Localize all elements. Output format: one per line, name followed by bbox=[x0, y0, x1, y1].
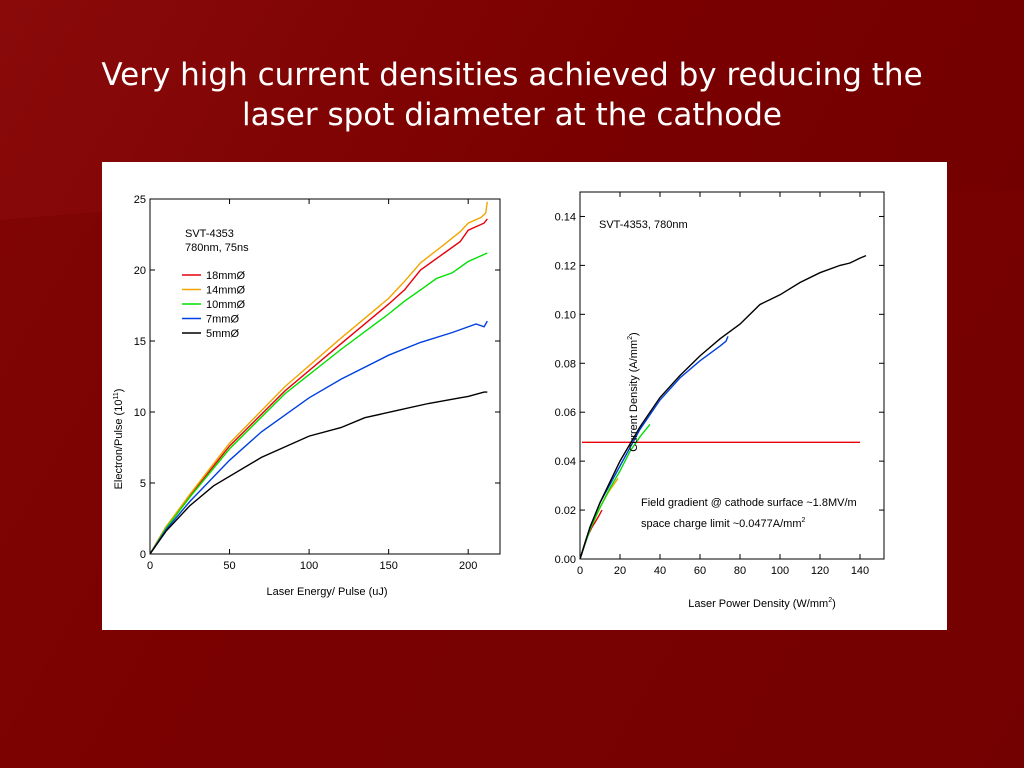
chart2-note-line-2-sup: 2 bbox=[802, 517, 806, 524]
c1-y-tick-label: 25 bbox=[134, 194, 146, 206]
c1-x-tick-label: 0 bbox=[147, 560, 153, 572]
slide-title-line-1: Very high current densities achieved by … bbox=[101, 57, 923, 93]
slide-title-line-2: laser spot diameter at the cathode bbox=[242, 97, 782, 133]
chart1-y-axis-label-sup: 11 bbox=[113, 392, 120, 399]
c2-series-line-1 bbox=[579, 509, 603, 560]
c1-plot-frame bbox=[149, 198, 501, 555]
chart2-y-axis-label-main: Current Density (A/mm bbox=[628, 340, 640, 452]
chart2-y-axis-label-sup: 2 bbox=[627, 336, 634, 340]
figure-panel: 0 50 100 150 200 0 5 10 15 20 25 18mmØ 14mmØ 10mmØ 7m… bbox=[102, 162, 947, 630]
c2-y-tick-label: 0.06 bbox=[555, 407, 576, 419]
chart2-note-line-1: Field gradient @ cathode surface ~1.8MV/… bbox=[641, 497, 857, 509]
c1-legend-label: 10mmØ bbox=[206, 299, 246, 311]
chart2-x-axis-label-end: ) bbox=[832, 598, 836, 610]
c2-y-tick-label: 0.08 bbox=[555, 358, 576, 370]
chart2-y-axis-label-end: ) bbox=[628, 332, 640, 336]
c2-y-tick-label: 0.02 bbox=[555, 505, 576, 517]
c2-x-tick-label: 0 bbox=[577, 565, 583, 577]
c2-y-tick-label: 0.14 bbox=[555, 211, 576, 223]
c1-y-tick-label: 0 bbox=[140, 549, 146, 561]
c1-x-tick-label: 50 bbox=[223, 560, 235, 572]
chart1-y-axis-label: Electron/Pulse (1011) bbox=[113, 389, 125, 490]
c1-y-tick-label: 10 bbox=[134, 407, 146, 419]
c1-series-line-2 bbox=[149, 201, 488, 555]
c1-y-tick-label: 15 bbox=[134, 336, 146, 348]
chart2-x-axis-label: Laser Power Density (W/mm2) bbox=[688, 597, 836, 610]
c1-series-line-3 bbox=[149, 252, 488, 555]
c2-y-tick-label: 0.10 bbox=[555, 309, 576, 321]
electron-per-pulse-chart: 0 50 100 150 200 0 5 10 15 20 25 18mmØ 14mmØ 10mmØ 7m… bbox=[113, 194, 501, 598]
c1-legend-label: 7mmØ bbox=[206, 314, 239, 326]
c1-series-line-1 bbox=[149, 218, 488, 555]
c1-x-tick-label: 150 bbox=[379, 560, 397, 572]
slide-title: Very high current densities achieved by … bbox=[0, 55, 1024, 135]
chart2-y-axis-label: Current Density (A/mm2) bbox=[627, 332, 640, 451]
chart1-x-axis-label: Laser Energy/ Pulse (uJ) bbox=[266, 586, 387, 598]
c2-x-tick-label: 20 bbox=[614, 565, 626, 577]
c1-y-tick-label: 5 bbox=[140, 478, 146, 490]
c2-series-line-5 bbox=[579, 254, 867, 560]
c2-x-tick-label: 140 bbox=[851, 565, 869, 577]
chart2-annotation: SVT-4353, 780nm bbox=[599, 219, 688, 231]
c1-legend-label: 14mmØ bbox=[206, 285, 246, 297]
c1-series-line-5 bbox=[149, 391, 488, 555]
chart1-y-axis-label-end: ) bbox=[113, 389, 125, 393]
c2-x-tick-label: 40 bbox=[654, 565, 666, 577]
c1-x-tick-label: 100 bbox=[300, 560, 318, 572]
chart2-note-line-2-main: space charge limit ~0.0477A/mm bbox=[641, 518, 802, 530]
c2-y-tick-label: 0.12 bbox=[555, 260, 576, 272]
c1-legend-label: 5mmØ bbox=[206, 328, 239, 340]
chart1-y-axis-label-main: Electron/Pulse (10 bbox=[113, 400, 125, 490]
c2-x-tick-label: 120 bbox=[811, 565, 829, 577]
c2-x-tick-label: 60 bbox=[694, 565, 706, 577]
c1-y-tick-label: 20 bbox=[134, 265, 146, 277]
current-density-chart: 0 20 40 60 80 100 120 140 0.00 0.02 0.04 0.06 0.08 0.… bbox=[555, 191, 885, 610]
c1-x-tick-label: 200 bbox=[459, 560, 477, 572]
c2-x-tick-label: 100 bbox=[771, 565, 789, 577]
chart2-x-axis-label-main: Laser Power Density (W/mm bbox=[688, 598, 828, 610]
c1-legend-label: 18mmØ bbox=[206, 270, 246, 282]
c2-plot-frame bbox=[579, 191, 885, 560]
chart1-annotation-line-2: 780nm, 75ns bbox=[185, 242, 249, 254]
c2-y-tick-label: 0.04 bbox=[555, 456, 576, 468]
c2-series-line-3 bbox=[579, 423, 651, 560]
c2-y-tick-label: 0.00 bbox=[555, 554, 576, 566]
chart2-note-line-2: space charge limit ~0.0477A/mm2 bbox=[641, 517, 806, 530]
c2-series-line-2 bbox=[579, 477, 619, 560]
chart2-x-axis-label-sup: 2 bbox=[828, 597, 832, 604]
chart1-annotation-line-1: SVT-4353 bbox=[185, 228, 234, 240]
c1-series-line-4 bbox=[149, 320, 488, 555]
c2-x-tick-label: 80 bbox=[734, 565, 746, 577]
